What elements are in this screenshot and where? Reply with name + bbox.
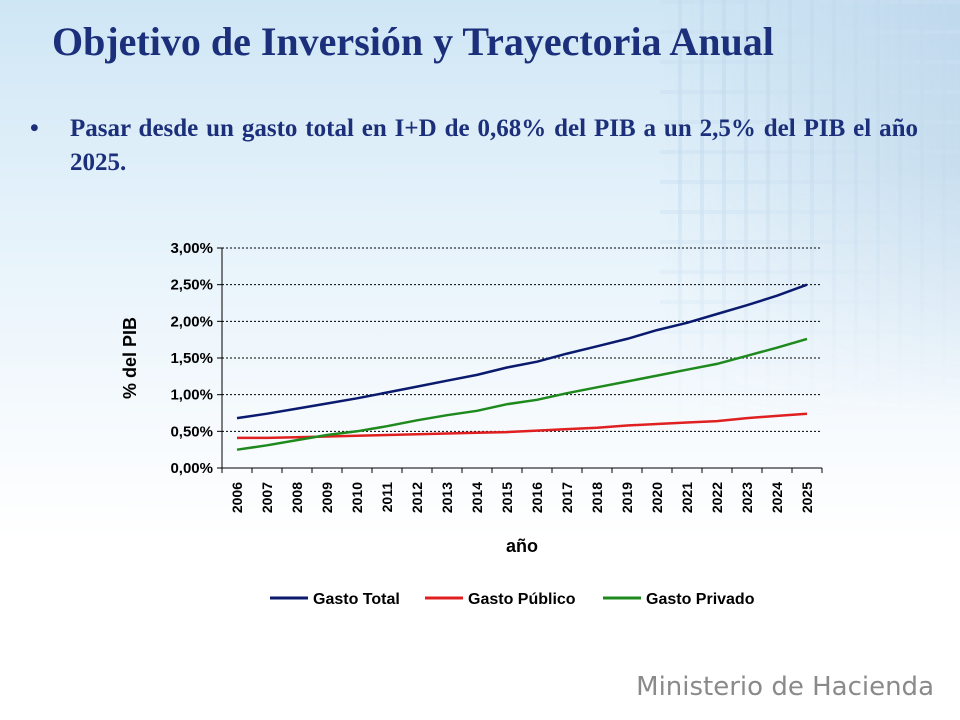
x-tick-label: 2021	[679, 482, 695, 513]
x-tick-label: 2012	[409, 482, 425, 513]
x-tick-label: 2018	[589, 482, 605, 513]
y-tick-label: 1,50%	[170, 350, 213, 367]
series-line	[236, 337, 808, 451]
x-tick-label: 2011	[379, 482, 395, 513]
x-tick-label: 2024	[769, 482, 785, 513]
bullet-point: • Pasar desde un gasto total en I+D de 0…	[30, 112, 918, 180]
x-tick-label: 2010	[349, 482, 365, 513]
x-tick-label: 2022	[709, 482, 725, 513]
x-tick-label: 2019	[619, 482, 635, 513]
x-tick-label: 2008	[289, 482, 305, 513]
y-tick-label: 0,50%	[170, 423, 213, 440]
x-tick-label: 2006	[229, 482, 245, 513]
legend-label: Gasto Privado	[646, 591, 755, 608]
series-line	[236, 283, 808, 420]
series-line	[237, 412, 808, 440]
x-tick-label: 2017	[559, 482, 575, 513]
y-tick-label: 2,50%	[170, 277, 213, 294]
x-tick-label: 2025	[799, 482, 815, 513]
y-tick-label: 1,00%	[170, 387, 213, 404]
x-tick-label: 2016	[529, 482, 545, 513]
footer-ministry-label: Ministerio de Hacienda	[636, 672, 934, 702]
y-tick-label: 3,00%	[170, 240, 213, 257]
x-tick-label: 2013	[439, 482, 455, 513]
y-axis-label: % del PIB	[120, 317, 140, 399]
legend-label: Gasto Total	[313, 591, 400, 608]
bullet-text: Pasar desde un gasto total en I+D de 0,6…	[70, 115, 918, 176]
x-axis-label: año	[506, 536, 538, 556]
x-tick-label: 2023	[739, 482, 755, 513]
x-tick-label: 2020	[649, 482, 665, 513]
bullet-icon: •	[30, 115, 39, 142]
background-building	[660, 0, 960, 420]
legend-label: Gasto Público	[468, 591, 576, 608]
x-tick-label: 2015	[499, 482, 515, 513]
x-tick-label: 2014	[469, 482, 485, 513]
y-tick-label: 2,00%	[170, 313, 213, 330]
x-tick-label: 2007	[259, 482, 275, 513]
slide-title: Objetivo de Inversión y Trayectoria Anua…	[52, 19, 774, 64]
y-tick-label: 0,00%	[170, 460, 213, 477]
x-tick-label: 2009	[319, 482, 335, 513]
